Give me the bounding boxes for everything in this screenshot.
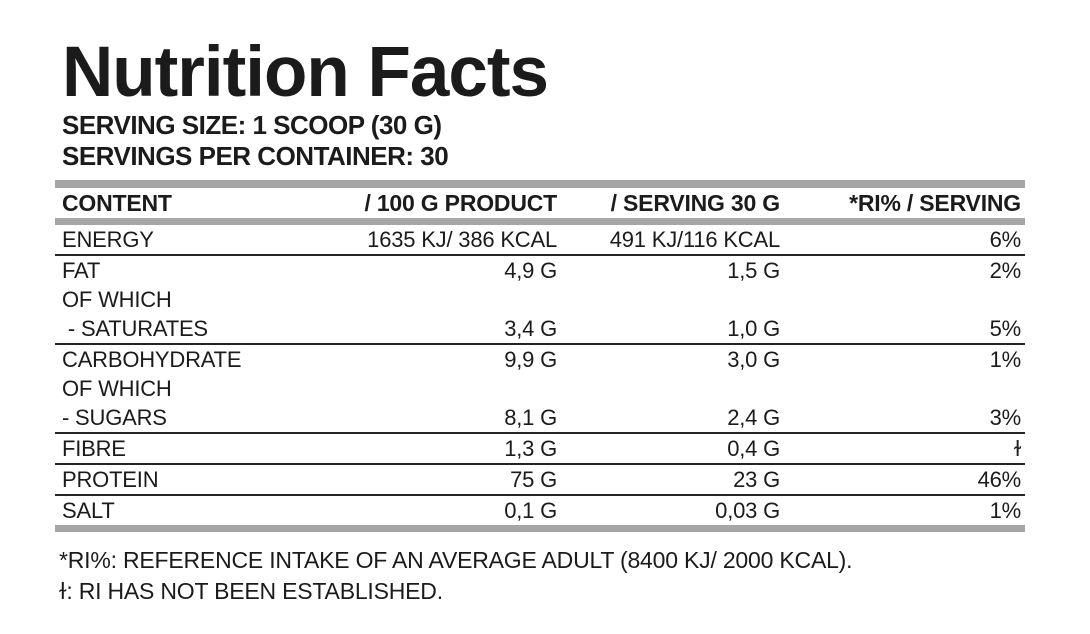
footnote-ri-definition: *RI%: REFERENCE INTAKE OF AN AVERAGE ADU… (59, 547, 853, 573)
table-row-fibre: FIBRE 1,3 G 0,4 G ɫ (55, 434, 1025, 465)
row-label: SALT (62, 498, 115, 523)
row-per-100g: 75 G (510, 467, 557, 492)
table-row-carbohydrate: CARBOHYDRATE 9,9 G 3,0 G 1% (55, 345, 1025, 374)
row-per-serving: 23 G (733, 467, 780, 492)
row-per-100g (345, 374, 557, 403)
table-row-fat: FAT 4,9 G 1,5 G 2% (55, 256, 1025, 285)
row-ri-per-serving: 6% (989, 227, 1022, 252)
row-per-100g: 3,4 G (504, 316, 557, 341)
row-ri-per-serving: 5% (989, 316, 1022, 341)
table-row-saturates: - SATURATES 3,4 G 1,0 G 5% (55, 314, 1025, 345)
table-row-protein: PROTEIN 75 G 23 G 46% (55, 465, 1025, 496)
row-per-serving (557, 285, 780, 314)
header-per-100g: / 100 G PRODUCT (364, 190, 557, 216)
row-label: FAT (62, 258, 101, 283)
row-ri-per-serving: ɫ (1014, 436, 1021, 461)
servings-per-container-line: SERVINGS PER CONTAINER: 30 (62, 141, 449, 171)
row-label: - SATURATES (62, 316, 208, 341)
header-divider-bar (55, 218, 1025, 225)
row-per-serving: 3,0 G (727, 347, 780, 372)
row-ri-per-serving (780, 285, 1025, 314)
nutrition-table: CONTENT / 100 G PRODUCT / SERVING 30 G *… (55, 180, 1025, 532)
header-content: CONTENT (62, 190, 172, 216)
row-label: ENERGY (62, 227, 154, 252)
row-per-100g (345, 285, 557, 314)
footnote-ri-not-established: ɫ: RI HAS NOT BEEN ESTABLISHED. (59, 578, 443, 604)
row-per-100g: 8,1 G (504, 405, 557, 430)
row-per-serving: 491 KJ/116 KCAL (609, 227, 780, 252)
row-per-serving: 1,5 G (727, 258, 780, 283)
row-label: OF WHICH (62, 287, 172, 312)
table-row-fat-of-which: OF WHICH (55, 285, 1025, 314)
row-per-serving: 0,4 G (727, 436, 780, 461)
row-per-serving: 0,03 G (715, 498, 780, 523)
row-label: PROTEIN (62, 467, 159, 492)
page-title: Nutrition Facts (62, 33, 549, 112)
row-per-100g: 4,9 G (504, 258, 557, 283)
footnotes: *RI%: REFERENCE INTAKE OF AN AVERAGE ADU… (59, 545, 1025, 607)
row-per-100g: 1635 KJ/ 386 KCAL (367, 227, 557, 252)
row-ri-per-serving: 2% (989, 258, 1022, 283)
table-top-bar (55, 180, 1025, 188)
row-label: CARBOHYDRATE (62, 347, 242, 372)
row-per-serving (557, 374, 780, 403)
row-per-100g: 9,9 G (504, 347, 557, 372)
row-label: - SUGARS (62, 405, 167, 430)
row-per-100g: 1,3 G (504, 436, 557, 461)
table-row-carbohydrate-of-which: OF WHICH (55, 374, 1025, 403)
table-row-salt: SALT 0,1 G 0,03 G 1% (55, 496, 1025, 525)
row-per-serving: 1,0 G (727, 316, 780, 341)
table-row-energy: ENERGY 1635 KJ/ 386 KCAL 491 KJ/116 KCAL… (55, 225, 1025, 256)
row-ri-per-serving (780, 374, 1025, 403)
header-per-serving: / SERVING 30 G (610, 190, 781, 216)
serving-size-line: SERVING SIZE: 1 SCOOP (30 G) (62, 110, 442, 140)
row-per-100g: 0,1 G (504, 498, 557, 523)
row-ri-per-serving: 3% (989, 405, 1022, 430)
header-ri-per-serving: *RI% / SERVING (849, 190, 1021, 216)
row-ri-per-serving: 1% (989, 498, 1022, 523)
row-ri-per-serving: 1% (989, 347, 1022, 372)
table-header-row: CONTENT / 100 G PRODUCT / SERVING 30 G *… (55, 188, 1025, 218)
table-row-sugars: - SUGARS 8,1 G 2,4 G 3% (55, 403, 1025, 434)
row-label: OF WHICH (62, 376, 172, 401)
row-ri-per-serving: 46% (977, 467, 1022, 492)
row-label: FIBRE (62, 436, 126, 461)
row-per-serving: 2,4 G (727, 405, 780, 430)
table-bottom-bar (55, 525, 1025, 532)
